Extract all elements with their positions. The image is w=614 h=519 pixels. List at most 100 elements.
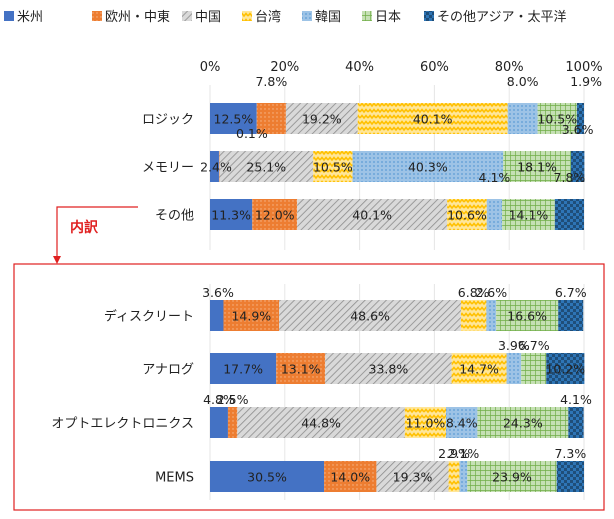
bar-2-2 [297,199,448,230]
legend-label-0: 米州 [17,10,43,25]
data-label-6-5: 23.9% [492,470,532,485]
data-label-1-5: 18.1% [517,160,557,175]
bar-5-4 [445,407,478,438]
legend-label-5: 日本 [375,10,401,25]
data-label-0-4: 8.0% [507,74,539,89]
bar-0-0 [210,103,257,134]
data-label-3-6: 6.7% [555,285,587,300]
data-label-2-1: 12.0% [255,208,295,223]
data-label-0-5: 10.5% [537,112,577,127]
legend-label-2: 中国 [195,10,221,25]
bar-6-4 [459,461,468,492]
data-label-1-3: 10.5% [313,160,353,175]
bar-6-3 [448,461,460,492]
bar-6-0 [210,461,325,492]
bar-6-6 [556,461,584,492]
bar-4-5 [521,353,547,384]
x-tick-label-3: 60% [420,60,449,75]
x-tick-label-0: 0% [200,60,221,75]
bar-3-1 [223,300,280,331]
data-label-5-5: 24.3% [503,416,543,431]
bar-1-2 [219,151,314,182]
data-label-1-1: 0.1% [236,126,268,141]
legend-swatch-4 [302,11,312,21]
data-label-0-0: 12.5% [214,112,254,127]
data-label-3-2: 48.6% [350,309,390,324]
data-label-2-4: 4.1% [479,170,511,185]
data-label-3-3: 6.8% [458,285,490,300]
category-label-3: ディスクリート [104,309,194,325]
data-label-4-1: 13.1% [281,362,321,377]
x-axis: 0% 20% 40% 60% 80% 100% [200,60,603,75]
bar-0-6 [576,103,584,134]
data-label-6-0: 30.5% [247,470,287,485]
data-label-2-0: 11.3% [211,208,251,223]
data-label-2-5: 14.1% [509,208,549,223]
category-label-6: MEMS [155,471,194,486]
bar-0-3 [357,103,508,134]
bar-1-6 [570,151,585,182]
bar-0-1 [256,103,286,134]
data-label-6-6: 7.3% [554,446,586,461]
bar-2-4 [486,199,503,230]
legend-swatch-2 [182,11,192,21]
data-label-1-4: 40.3% [408,160,448,175]
bar-1-3 [313,151,353,182]
bar-5-2 [237,407,405,438]
x-tick-label-2: 40% [345,60,374,75]
breakdown-box [13,263,605,511]
data-label-4-0: 17.7% [223,362,263,377]
bar-5-1 [227,407,238,438]
data-label-5-1: 2.5% [217,392,249,407]
bar-3-3 [460,300,487,331]
breakdown-arrow-head [53,256,61,264]
bar-5-0 [210,407,228,438]
legend-swatch-1 [92,11,102,21]
data-label-0-6: 1.9% [570,74,602,89]
bar-2-6 [554,199,584,230]
data-label-6-3: 2.9% [438,446,470,461]
bar-2-3 [447,199,487,230]
bar-0-5 [537,103,577,134]
bar-2-0 [210,199,253,230]
data-label-2-3: 10.6% [447,208,487,223]
x-tick-label-4: 80% [495,60,524,75]
data-label-0-3: 40.1% [413,112,453,127]
data-label-4-5: 6.7% [518,338,550,353]
breakdown-annotation: 内訳 [13,206,605,511]
data-label-5-2: 44.8% [301,416,341,431]
bar-4-4 [506,353,522,384]
bar-5-3 [404,407,446,438]
category-label-0: ロジック [142,113,194,128]
bar-1-4 [352,151,504,182]
data-label-4-4: 3.9% [498,338,530,353]
bar-2-1 [252,199,298,230]
bar-6-2 [376,461,449,492]
bar-5-5 [477,407,569,438]
data-label-2-6: 7.8% [554,170,586,185]
data-label-3-1: 14.9% [231,309,271,324]
legend-swatch-6 [424,11,434,21]
data-labels: 12.5% 7.8% 19.2% 40.1% 8.0% 10.5% 1.9% 2.4% 0.1%… [200,74,602,485]
x-tick-label-5: 100% [565,60,602,75]
data-label-4-2: 33.8% [369,362,409,377]
data-label-1-0: 2.4% [200,160,232,175]
bar-3-0 [210,300,224,331]
annotation-label: 内訳 [70,219,99,236]
data-label-6-4: 2.1% [448,446,480,461]
data-label-0-1: 7.8% [255,74,287,89]
bars [210,103,585,492]
x-tick-label-1: 20% [270,60,299,75]
legend-label-1: 欧州・中東 [105,9,170,25]
data-label-0-2: 19.2% [302,112,342,127]
data-label-5-3: 11.0% [406,416,446,431]
bar-3-2 [279,300,461,331]
bar-4-0 [210,353,277,384]
data-label-5-4: 8.4% [446,416,478,431]
data-label-1-6: 3.6% [562,122,594,137]
bar-6-1 [324,461,377,492]
bar-2-5 [502,199,555,230]
legend: 米州 欧州・中東 中国 台湾 韓国 日本 その他アジア・太平洋 [4,9,566,25]
data-label-4-3: 14.7% [459,362,499,377]
